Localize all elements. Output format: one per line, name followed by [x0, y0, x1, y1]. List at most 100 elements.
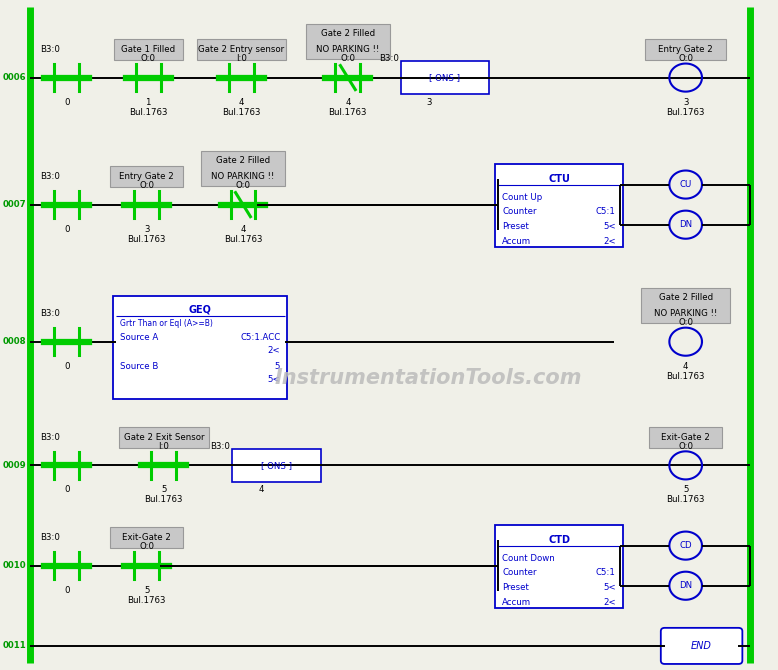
Text: 4: 4: [258, 486, 264, 494]
Text: GEQ: GEQ: [189, 304, 212, 314]
Text: NO PARKING !!: NO PARKING !!: [654, 309, 717, 318]
Text: O:0: O:0: [139, 181, 154, 190]
FancyBboxPatch shape: [110, 166, 183, 187]
Text: Preset: Preset: [503, 583, 529, 592]
Text: 0: 0: [64, 98, 69, 107]
Text: NO PARKING !!: NO PARKING !!: [316, 45, 380, 54]
Text: Bul.1763: Bul.1763: [224, 234, 262, 244]
Text: Preset: Preset: [503, 222, 529, 231]
Text: 2<: 2<: [603, 598, 615, 607]
Text: CD: CD: [679, 541, 692, 550]
Text: Exit-Gate 2: Exit-Gate 2: [661, 433, 710, 442]
FancyBboxPatch shape: [110, 527, 183, 548]
Text: Bul.1763: Bul.1763: [129, 108, 167, 117]
FancyBboxPatch shape: [496, 525, 622, 608]
Text: 2<: 2<: [268, 346, 280, 355]
Text: Count Up: Count Up: [503, 192, 542, 202]
Text: 5<: 5<: [603, 222, 615, 231]
Text: O:0: O:0: [678, 442, 693, 451]
Text: Counter: Counter: [503, 207, 537, 216]
FancyBboxPatch shape: [641, 288, 730, 323]
Text: O:0: O:0: [141, 54, 156, 63]
Text: O:0: O:0: [236, 181, 251, 190]
FancyBboxPatch shape: [306, 24, 390, 59]
Text: 3: 3: [144, 224, 149, 234]
Text: Bul.1763: Bul.1763: [667, 372, 705, 381]
Text: Entry Gate 2: Entry Gate 2: [119, 172, 174, 181]
Text: 0: 0: [64, 486, 69, 494]
Text: C5:1.ACC: C5:1.ACC: [240, 333, 280, 342]
FancyBboxPatch shape: [114, 295, 287, 399]
Text: DN: DN: [679, 220, 692, 229]
Text: 5: 5: [275, 362, 280, 371]
Text: 3: 3: [426, 98, 432, 107]
Text: Grtr Than or Eql (A>=B): Grtr Than or Eql (A>=B): [121, 319, 213, 328]
Text: B3:0: B3:0: [379, 54, 399, 63]
Text: B3:0: B3:0: [40, 533, 60, 542]
Text: B3:0: B3:0: [40, 310, 60, 318]
Text: Bul.1763: Bul.1763: [328, 108, 367, 117]
FancyBboxPatch shape: [201, 151, 286, 186]
Text: B3:0: B3:0: [40, 45, 60, 54]
FancyBboxPatch shape: [232, 449, 321, 482]
Text: 0: 0: [64, 586, 69, 595]
Text: [ ONS ]: [ ONS ]: [261, 461, 292, 470]
Text: B3:0: B3:0: [40, 172, 60, 181]
Text: CU: CU: [679, 180, 692, 189]
Text: 0007: 0007: [2, 200, 26, 209]
Text: 5<: 5<: [268, 375, 280, 384]
Text: 0: 0: [64, 362, 69, 371]
Text: Source A: Source A: [121, 333, 159, 342]
Text: 0006: 0006: [2, 73, 26, 82]
Text: Gate 1 Filled: Gate 1 Filled: [121, 45, 175, 54]
FancyBboxPatch shape: [645, 39, 726, 60]
Text: Count Down: Count Down: [503, 553, 555, 563]
Text: Gate 2 Exit Sensor: Gate 2 Exit Sensor: [124, 433, 204, 442]
Text: Bul.1763: Bul.1763: [223, 108, 261, 117]
Text: Bul.1763: Bul.1763: [128, 234, 166, 244]
Text: I:0: I:0: [236, 54, 247, 63]
Text: Gate 2 Filled: Gate 2 Filled: [659, 293, 713, 302]
FancyBboxPatch shape: [119, 427, 209, 448]
Text: Source B: Source B: [121, 362, 159, 371]
Text: 0009: 0009: [2, 461, 26, 470]
Text: 2<: 2<: [603, 237, 615, 246]
Text: Entry Gate 2: Entry Gate 2: [658, 45, 713, 54]
Text: DN: DN: [679, 582, 692, 590]
Text: CTU: CTU: [548, 174, 570, 184]
Text: Accum: Accum: [503, 237, 531, 246]
Text: CTD: CTD: [548, 535, 570, 545]
Text: 4: 4: [239, 98, 244, 107]
Text: 0: 0: [64, 224, 69, 234]
Text: Gate 2 Entry sensor: Gate 2 Entry sensor: [198, 45, 285, 54]
Text: B3:0: B3:0: [40, 433, 60, 442]
Text: Exit-Gate 2: Exit-Gate 2: [122, 533, 171, 542]
FancyBboxPatch shape: [649, 427, 722, 448]
Text: I:0: I:0: [159, 442, 170, 451]
Text: 0010: 0010: [2, 561, 26, 570]
Text: Bul.1763: Bul.1763: [128, 596, 166, 605]
Text: Accum: Accum: [503, 598, 531, 607]
Text: Counter: Counter: [503, 568, 537, 578]
Text: O:0: O:0: [340, 54, 356, 63]
Text: Gate 2 Filled: Gate 2 Filled: [216, 156, 270, 165]
Text: 4: 4: [683, 362, 689, 371]
Text: 5: 5: [683, 486, 689, 494]
Text: 5<: 5<: [603, 583, 615, 592]
Text: B3:0: B3:0: [211, 442, 230, 451]
Text: Bul.1763: Bul.1763: [667, 496, 705, 505]
Text: Bul.1763: Bul.1763: [145, 496, 183, 505]
Text: 0011: 0011: [2, 641, 26, 651]
FancyBboxPatch shape: [197, 39, 286, 60]
Text: C5:1: C5:1: [596, 207, 615, 216]
Text: InstrumentationTools.com: InstrumentationTools.com: [274, 369, 582, 389]
FancyBboxPatch shape: [661, 628, 742, 664]
Text: 4: 4: [240, 224, 246, 234]
Text: O:0: O:0: [678, 318, 693, 327]
Text: [ ONS ]: [ ONS ]: [429, 73, 461, 82]
Text: O:0: O:0: [139, 542, 154, 551]
Text: 0008: 0008: [2, 337, 26, 346]
Text: O:0: O:0: [678, 54, 693, 63]
FancyBboxPatch shape: [401, 61, 489, 94]
Text: NO PARKING !!: NO PARKING !!: [212, 172, 275, 181]
